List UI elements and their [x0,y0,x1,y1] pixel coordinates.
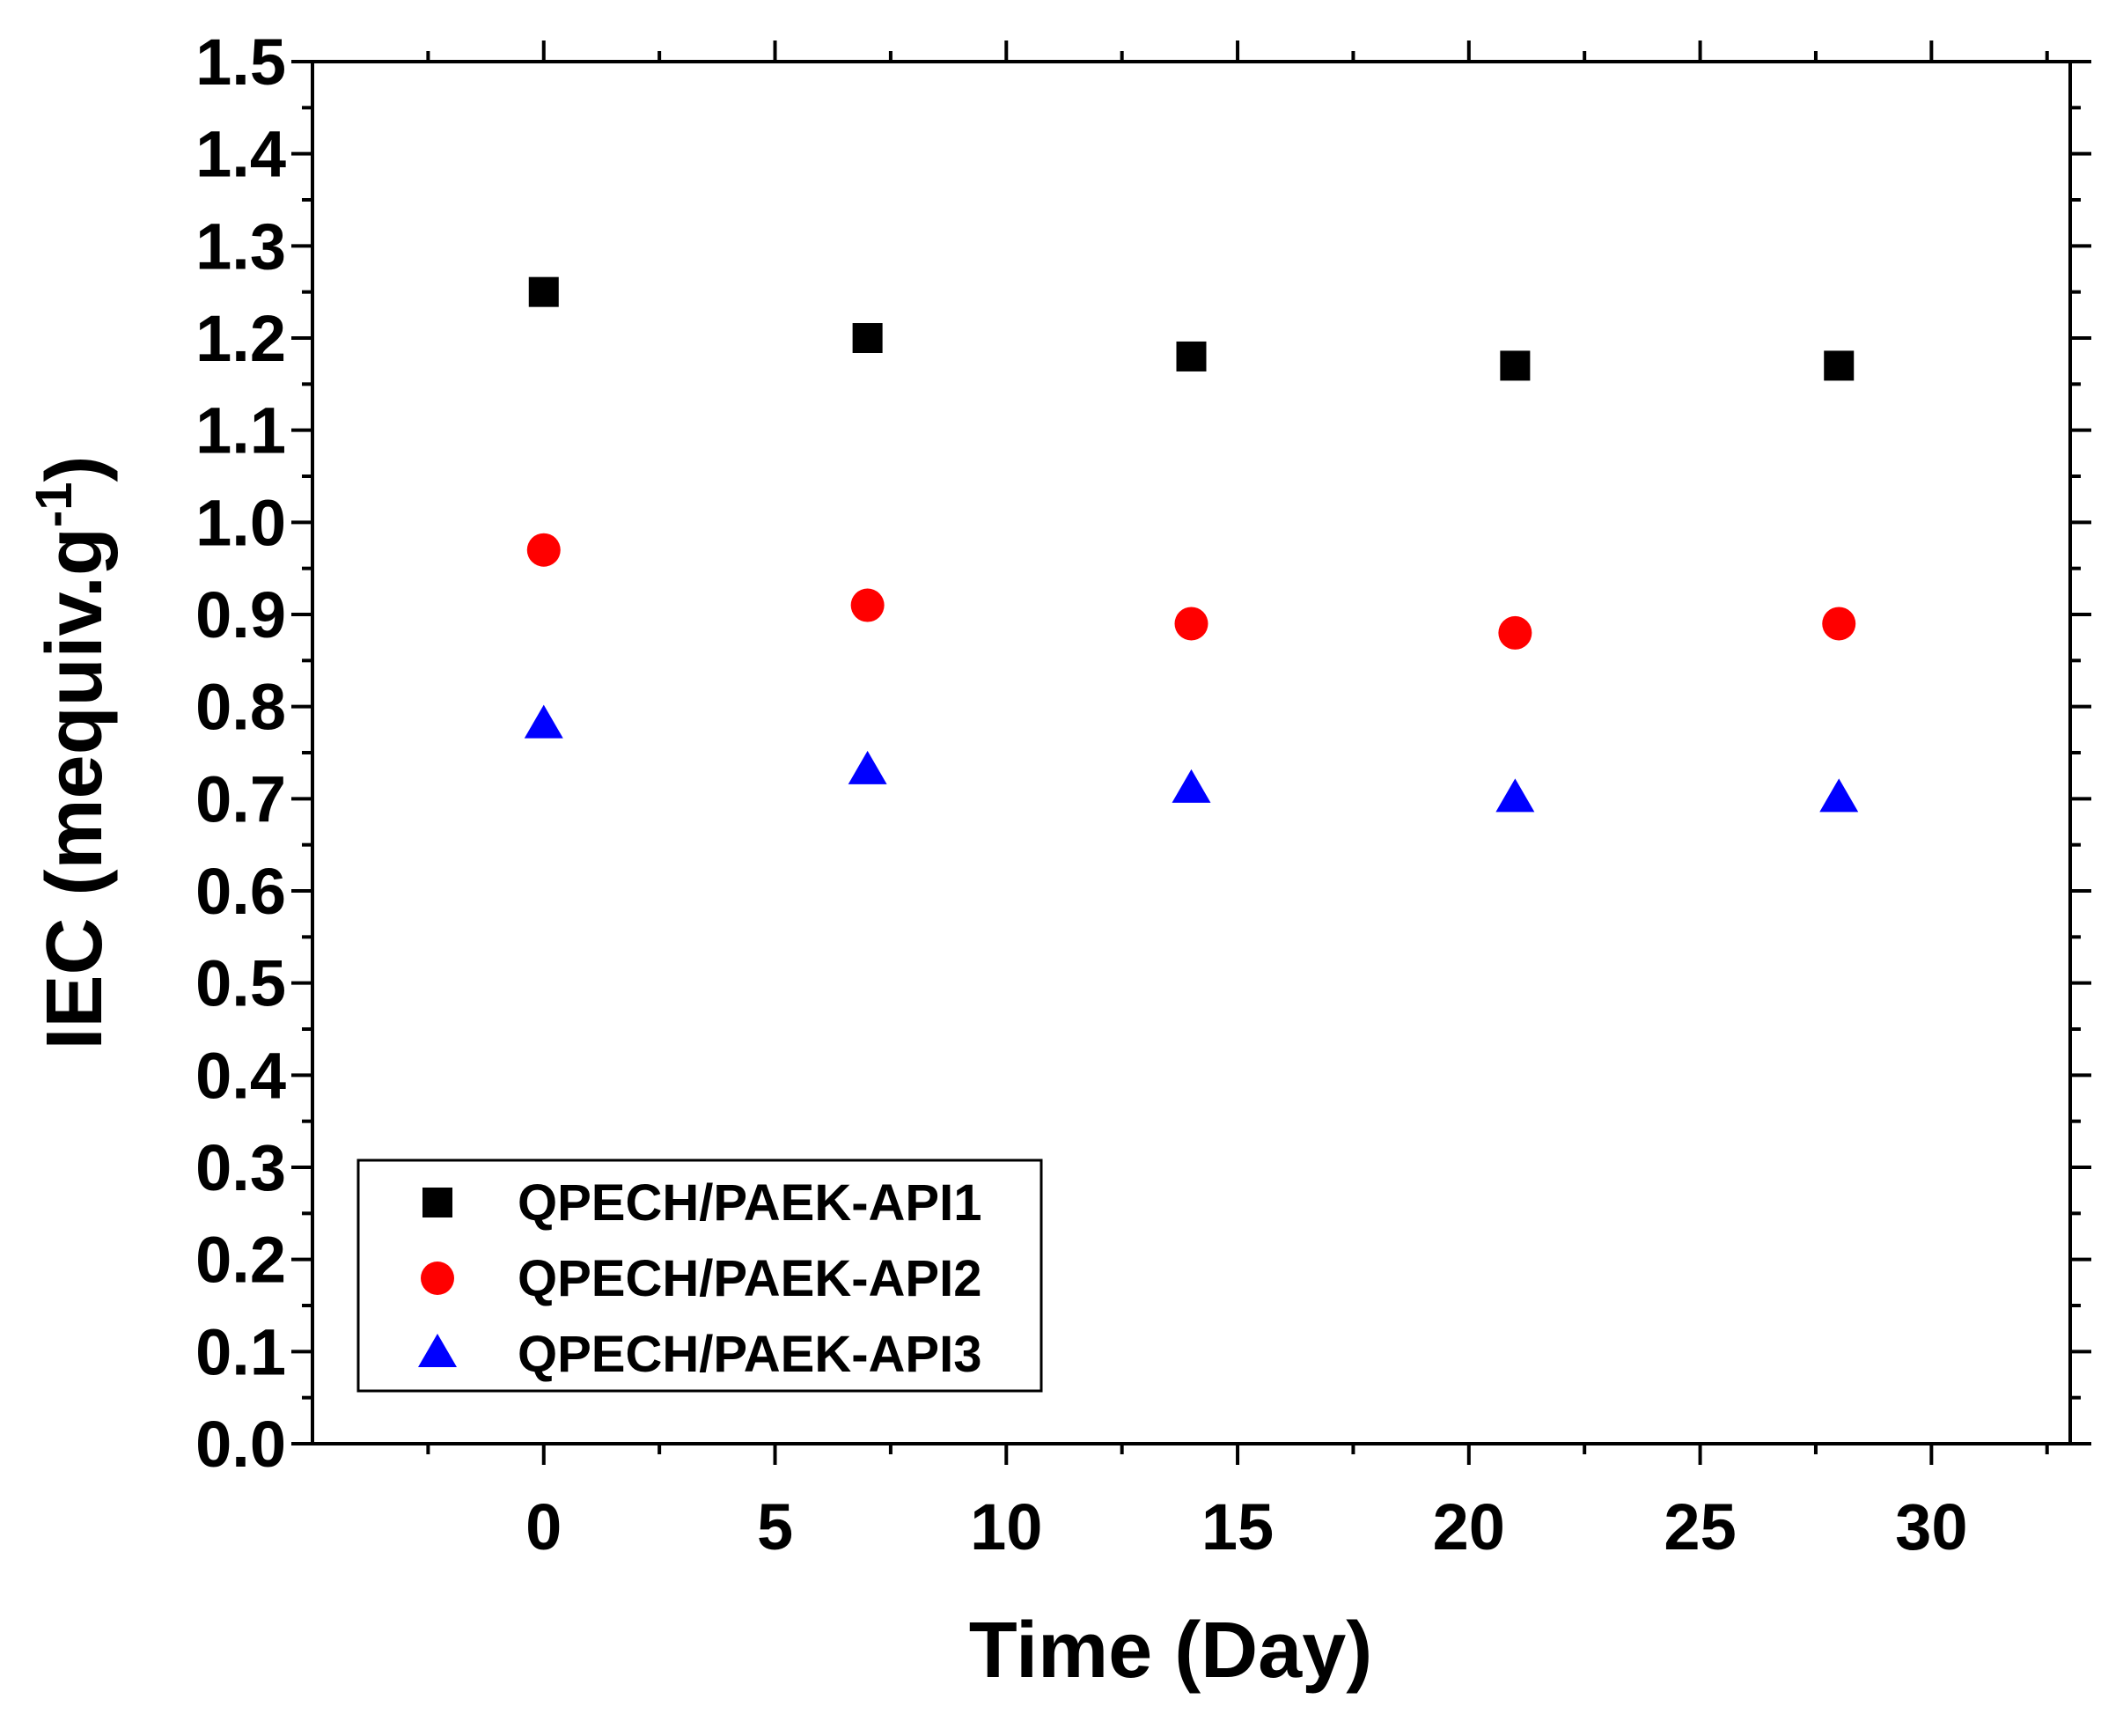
y-tick-label: 0.1 [195,1315,286,1388]
y-tick-label: 1.1 [195,394,286,467]
data-point-series-1 [852,323,883,353]
data-point-series-1 [1500,350,1531,381]
y-tick-label: 1.2 [195,302,286,375]
legend-marker-series-3 [418,1334,457,1367]
data-point-series-3 [1495,778,1535,813]
y-axis-title-main: IEC (mequiv.g [31,527,119,1049]
x-tick-label: 30 [1895,1490,1967,1563]
data-point-series-1 [1176,341,1207,371]
axis-ticks [291,40,2091,1465]
y-axis-title: IEC (mequiv.g-1) [26,456,119,1050]
y-tick-label: 0.0 [195,1408,286,1481]
y-tick-label: 1.5 [195,26,286,99]
y-tick-label: 0.3 [195,1131,286,1204]
data-point-series-2 [850,588,885,622]
y-tick-label: 0.4 [195,1039,286,1112]
data-point-series-3 [524,704,563,739]
x-tick-labels: 0 5 10 15 20 25 30 [525,1490,1967,1563]
legend-marker-series-1 [422,1188,452,1217]
x-tick-label: 20 [1433,1490,1505,1563]
legend-markers [418,1188,457,1367]
y-tick-labels: 0.0 0.1 0.2 0.3 0.4 0.5 0.6 0.7 0.8 0.9 1.0 1.1 1.2 1… [195,26,286,1481]
y-tick-label: 0.5 [195,947,286,1020]
legend-label-api2: QPECH/PAEK-API2 [518,1250,981,1307]
data-point-series-3 [1172,769,1211,803]
y-tick-label: 0.7 [195,762,286,835]
legend-box [356,1159,1043,1393]
data-point-series-1 [528,276,559,307]
legend-marker-series-2 [421,1262,454,1295]
x-tick-label: 25 [1664,1490,1736,1563]
x-tick-label: 0 [525,1490,562,1563]
data-point-series-2 [1498,615,1532,650]
data-point-series-1 [1824,350,1855,381]
data-markers [524,276,1859,813]
y-tick-label: 0.8 [195,671,286,744]
y-tick-label: 1.3 [195,210,286,283]
x-tick-label: 5 [757,1490,793,1563]
x-axis-title: Time (Day) [969,1607,1372,1695]
y-tick-label: 1.0 [195,486,286,559]
y-axis-title-superscript: -1 [26,482,83,528]
y-tick-label: 0.6 [195,855,286,928]
y-tick-label: 0.9 [195,578,286,651]
x-tick-label: 15 [1201,1490,1274,1563]
legend: QPECH/PAEK-API1 QPECH/PAEK-API2 QPECH/PA… [356,1159,1043,1393]
legend-label-api1: QPECH/PAEK-API1 [518,1174,981,1232]
data-point-series-2 [1174,607,1208,641]
y-axis-title-close: ) [31,456,119,482]
legend-label-api3: QPECH/PAEK-API3 [518,1326,981,1383]
data-point-series-2 [1822,607,1856,641]
data-point-series-3 [1819,778,1859,813]
x-tick-label: 10 [970,1490,1042,1563]
y-tick-label: 0.2 [195,1224,286,1297]
y-tick-label: 1.4 [195,118,286,191]
data-point-series-2 [526,533,561,567]
data-point-series-3 [848,750,887,784]
